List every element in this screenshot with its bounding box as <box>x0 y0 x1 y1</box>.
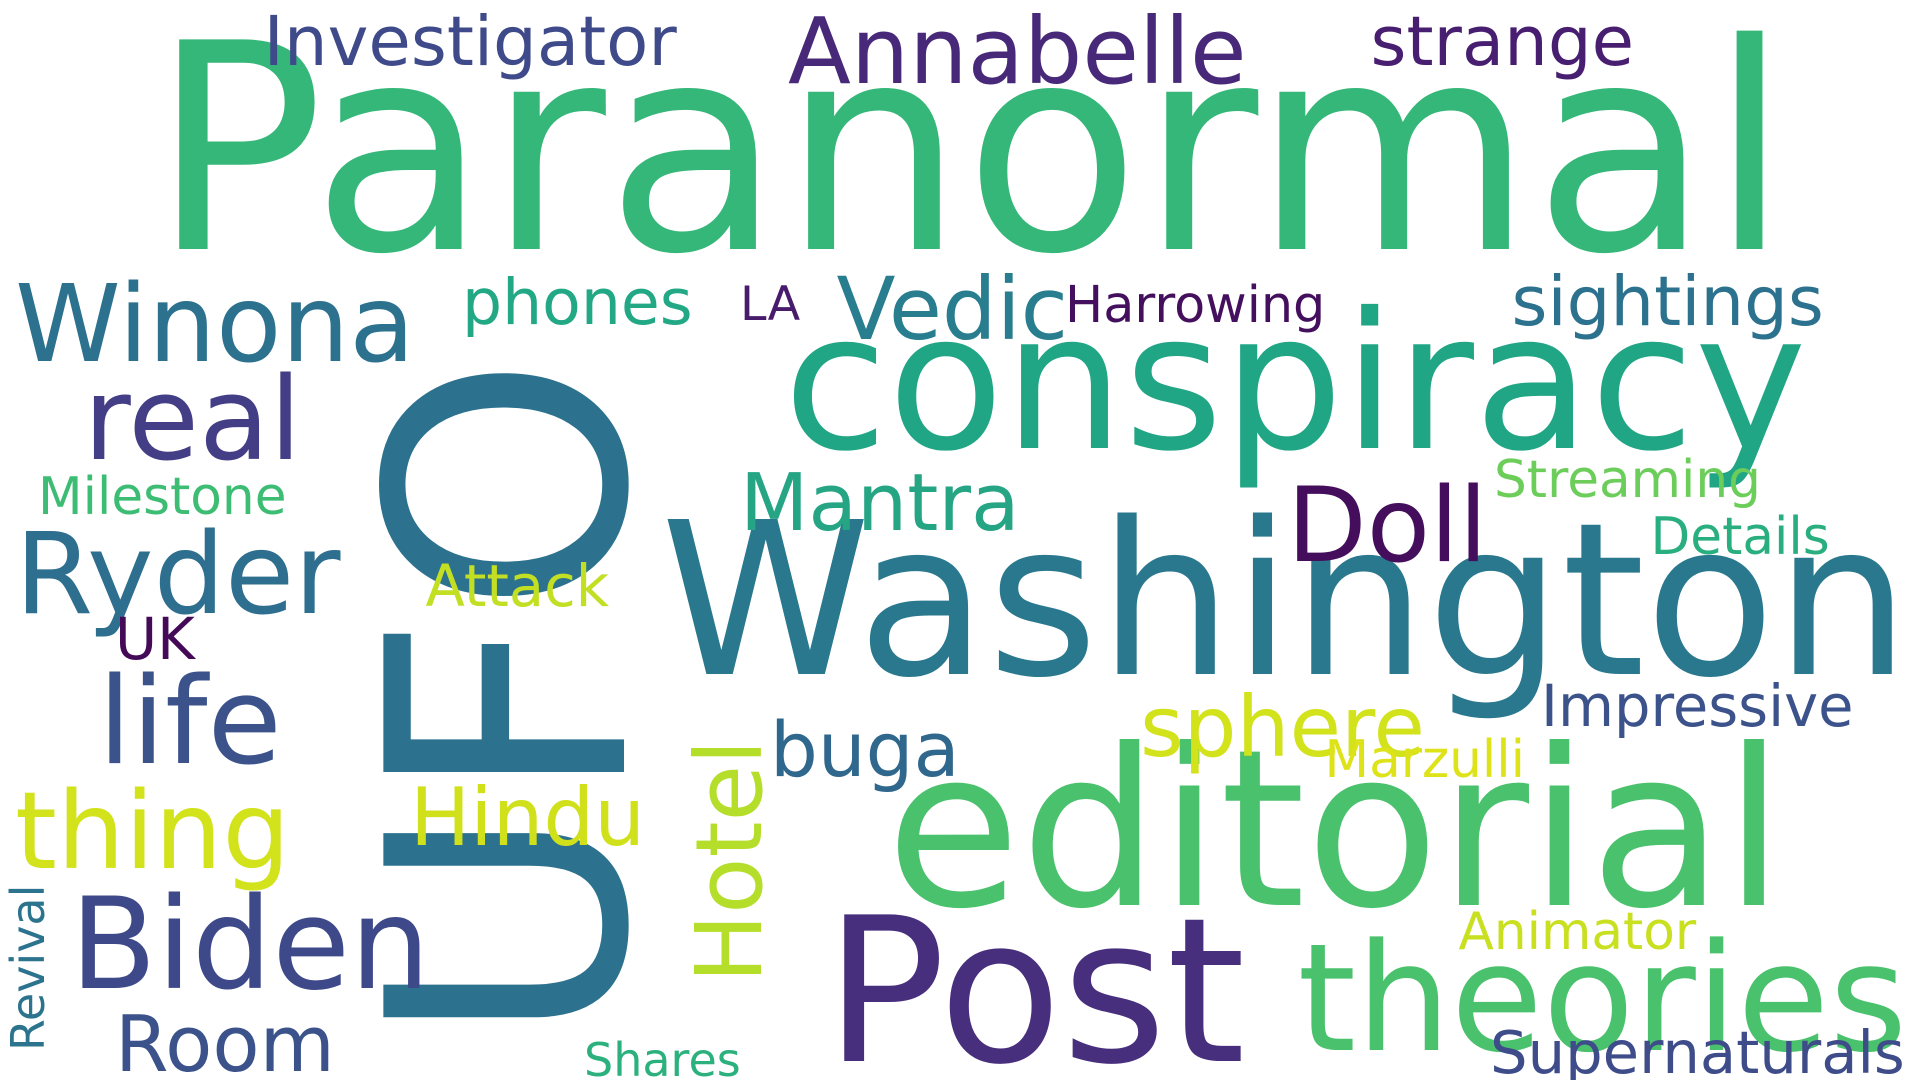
word-hotel: Hotel <box>676 738 783 983</box>
word-la: LA <box>740 277 801 332</box>
word-real: real <box>83 352 302 487</box>
word-revival: Revival <box>1 884 55 1051</box>
word-life: life <box>98 652 282 792</box>
word-strange: strange <box>1370 1 1635 82</box>
word-attack: Attack <box>425 553 610 620</box>
word-mantra: Mantra <box>740 456 1020 549</box>
word-shares: Shares <box>584 1033 741 1080</box>
word-winona: Winona <box>15 262 415 387</box>
word-theories: theories <box>1297 912 1908 1080</box>
word-sphere: sphere <box>1140 678 1425 776</box>
word-paranormal: Paranormal <box>151 0 1790 317</box>
word-vedic: Vedic <box>836 259 1069 360</box>
word-investigator: Investigator <box>263 1 677 82</box>
word-buga: buga <box>770 705 960 794</box>
word-post: Post <box>824 875 1246 1080</box>
word-impressive: Impressive <box>1541 673 1854 740</box>
word-harrowing: Harrowing <box>1065 275 1326 334</box>
word-sightings: sightings <box>1511 261 1824 342</box>
word-supernaturals: Supernaturals <box>1490 1018 1905 1080</box>
word-phones: phones <box>462 265 693 339</box>
word-washington: Washington <box>660 478 1910 725</box>
word-ryder: Ryder <box>15 508 341 640</box>
word-milestone: Milestone <box>38 466 287 527</box>
word-hindu: Hindu <box>410 770 646 864</box>
word-room: Room <box>115 999 335 1080</box>
word-uk: UK <box>115 605 195 673</box>
word-annabelle: Annabelle <box>788 0 1247 105</box>
word-details: Details <box>1650 506 1830 567</box>
word-biden: Biden <box>70 870 431 1018</box>
word-streaming: Streaming <box>1494 449 1761 510</box>
word-editorial: editorial <box>886 701 1785 957</box>
word-conspiracy: conspiracy <box>783 271 1807 493</box>
word-thing: thing <box>15 770 291 894</box>
word-doll: Doll <box>1287 466 1488 586</box>
word-animator: Animator <box>1458 901 1697 962</box>
word-marzulli: Marzulli <box>1324 729 1526 790</box>
